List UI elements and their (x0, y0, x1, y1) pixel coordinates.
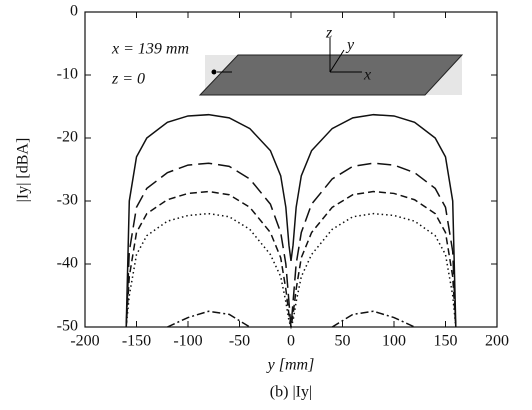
line-series (125, 212, 457, 330)
y-tick-label: 0 (70, 3, 78, 20)
line-series (167, 310, 415, 328)
y-axis-label: |Iy| [dBA] (15, 138, 32, 203)
x-tick-label: 0 (287, 333, 295, 350)
x-tick-label: 200 (485, 333, 509, 350)
x-tick-label: -200 (70, 333, 99, 350)
x-axis-label: y [mm] (266, 357, 315, 374)
y-tick-label: -40 (57, 255, 78, 272)
annotation: x = 139 mm (111, 41, 189, 58)
x-tick-label: -50 (229, 333, 250, 350)
annotation: z (325, 25, 333, 42)
inset-axis-y (329, 49, 345, 73)
x-tick-label: -150 (122, 333, 151, 350)
y-tick-label: -30 (57, 192, 78, 209)
annotation: y (345, 37, 355, 54)
x-tick-label: 150 (434, 333, 458, 350)
annotation: x (363, 67, 371, 84)
line-series (125, 162, 457, 328)
y-tick-label: -10 (57, 66, 78, 83)
inset-diagram (198, 38, 464, 96)
x-tick-label: -100 (173, 333, 202, 350)
x-tick-label: 50 (335, 333, 351, 350)
y-tick-label: -20 (57, 129, 78, 146)
line-series (125, 113, 457, 328)
x-tick-label: 100 (382, 333, 406, 350)
caption: (b) |Iy| (270, 384, 312, 401)
annotation: z = 0 (111, 71, 145, 88)
inset-plate (198, 54, 464, 96)
y-tick-label: -50 (57, 318, 78, 335)
inset-point (211, 69, 217, 75)
